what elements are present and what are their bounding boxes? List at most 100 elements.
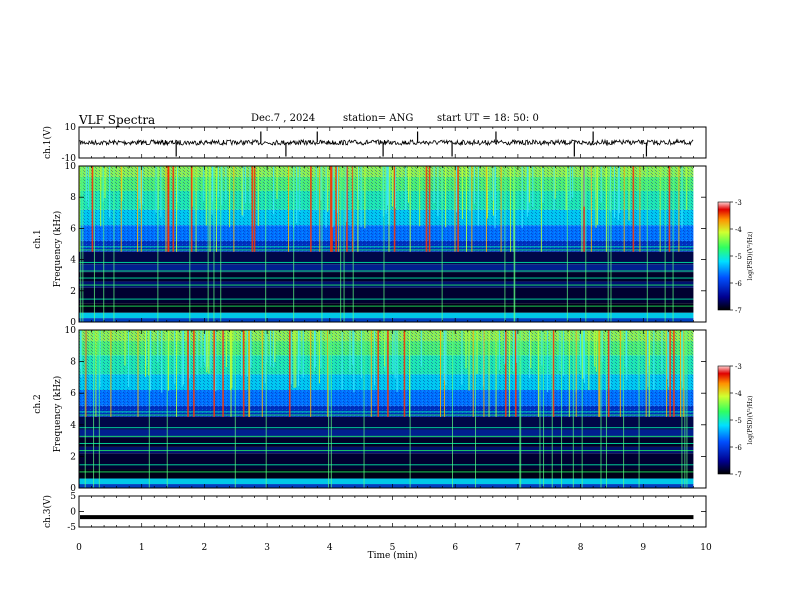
x-tick-label: 8 — [578, 543, 584, 553]
spectro-sferic — [104, 166, 106, 199]
spectro-sferic-full — [220, 166, 222, 322]
spectro-sferic — [532, 166, 534, 208]
spectro-sferic — [257, 166, 259, 226]
spectro-sferic — [454, 166, 456, 252]
spectro-sferic-full — [504, 166, 506, 322]
spectro-sferic — [528, 330, 530, 379]
panel-frame-4 — [78, 495, 707, 528]
spectro-sferic — [681, 166, 683, 229]
spectro-sferic-full — [566, 166, 568, 322]
spectro-sferic — [161, 330, 163, 393]
colorbar-tick-label: -7 — [735, 471, 742, 479]
spectro-line — [79, 270, 694, 272]
spectro-sferic — [391, 166, 393, 207]
spectro-sferic — [241, 166, 243, 216]
y-tick-label: 2 — [70, 452, 76, 462]
spectro-sferic — [393, 166, 396, 252]
spectro-sferic — [568, 330, 570, 417]
spectro-sferic — [499, 330, 501, 370]
spectro-sferic — [142, 166, 144, 205]
spectro-sferic — [181, 330, 183, 387]
colorbar-tick-label: -7 — [735, 307, 742, 315]
spectro-sferic — [370, 330, 372, 417]
spectro-sferic — [299, 166, 301, 213]
spectro-sferic — [437, 166, 439, 217]
spectro-band — [79, 272, 694, 282]
spectro-sferic-full — [207, 166, 209, 322]
spectro-nodata — [693, 166, 706, 322]
spectro-sferic — [217, 166, 219, 198]
spectro-sferic-full — [234, 330, 236, 488]
spectro-sferic — [482, 330, 484, 387]
spectro-sferic-full — [84, 330, 86, 488]
spectro-line — [79, 464, 694, 466]
spectro-sferic — [345, 166, 347, 222]
spectro-sferic — [569, 166, 571, 201]
spectro-sferic-full — [265, 330, 267, 488]
date-label: Dec.7 , 2024 — [251, 113, 316, 124]
spectro-sferic-full — [585, 166, 587, 322]
spectro-sferic — [559, 330, 561, 372]
spectro-sferic — [249, 330, 251, 417]
spectro-sferic-full — [686, 330, 688, 488]
spectro-sferic — [473, 166, 475, 204]
spectro-sferic — [455, 166, 457, 213]
spectro-sferic — [626, 330, 628, 381]
spectro-sferic — [583, 166, 585, 252]
colorbar-tick-label: -4 — [735, 226, 742, 234]
spectro-sferic — [407, 166, 409, 203]
spectro-sferic — [331, 166, 333, 252]
x-tick-label: 0 — [76, 543, 82, 553]
spectro-sferic — [190, 166, 193, 252]
spectro-sferic-full — [475, 330, 477, 488]
spectro-sferic — [351, 166, 354, 252]
y-tick-label: 10 — [65, 326, 77, 336]
x-tick-label: 3 — [264, 543, 270, 553]
y-tick-label: 2 — [70, 287, 76, 297]
spectro-sferic — [572, 166, 574, 198]
spectro-sferic-full — [581, 330, 583, 488]
spectro-sferic-full — [321, 166, 323, 322]
spectro-sferic — [127, 330, 129, 388]
spectro-sferic — [521, 166, 523, 228]
spectro-sferic — [609, 166, 611, 212]
spectro-sferic-full — [93, 330, 95, 488]
spectro-line — [79, 411, 694, 413]
spectro-sferic-full — [520, 330, 522, 488]
x-tick-label: 6 — [452, 543, 458, 553]
spectro-sferic — [598, 330, 600, 417]
spectro-sferic — [632, 166, 635, 252]
spectro-sferic-full — [409, 330, 411, 488]
spectro-line — [79, 249, 694, 251]
spectro-sferic — [120, 166, 122, 252]
y-tick-label: 4 — [70, 256, 76, 266]
spectro-sferic — [565, 166, 567, 211]
spectro-sferic — [346, 166, 348, 252]
spectro-sferic-full — [157, 166, 159, 322]
spectro-sferic — [581, 166, 583, 252]
spectro-sferic — [682, 330, 684, 389]
spectro-sferic-full — [340, 166, 342, 322]
spectro-sferic — [510, 166, 512, 252]
spectro-band — [79, 429, 694, 438]
spectro-sferic — [394, 330, 396, 379]
spectro-sferic — [225, 330, 227, 368]
spectro-sferic-full — [672, 166, 674, 322]
spectro-sferic — [387, 330, 389, 417]
ch2-ylabel: ch.2 — [33, 394, 43, 413]
spectro-sferic-full — [551, 330, 553, 488]
spectro-sferic — [205, 166, 207, 226]
spectro-sferic — [273, 166, 275, 215]
colorbar-tick-label: -5 — [735, 417, 742, 425]
spectro-sferic — [516, 330, 518, 363]
spectro-sferic-full — [363, 330, 365, 488]
spectro-sferic-full — [519, 330, 521, 488]
x-tick-label: 4 — [327, 543, 333, 553]
spectro-sferic — [330, 166, 332, 252]
spectro-sferic — [299, 330, 301, 371]
y-tick-label: 6 — [70, 224, 76, 234]
spectro-sferic — [483, 330, 485, 417]
spectro-sferic-full — [189, 166, 191, 322]
spectro-sferic-full — [328, 330, 330, 488]
spectro-sferic — [553, 166, 555, 210]
